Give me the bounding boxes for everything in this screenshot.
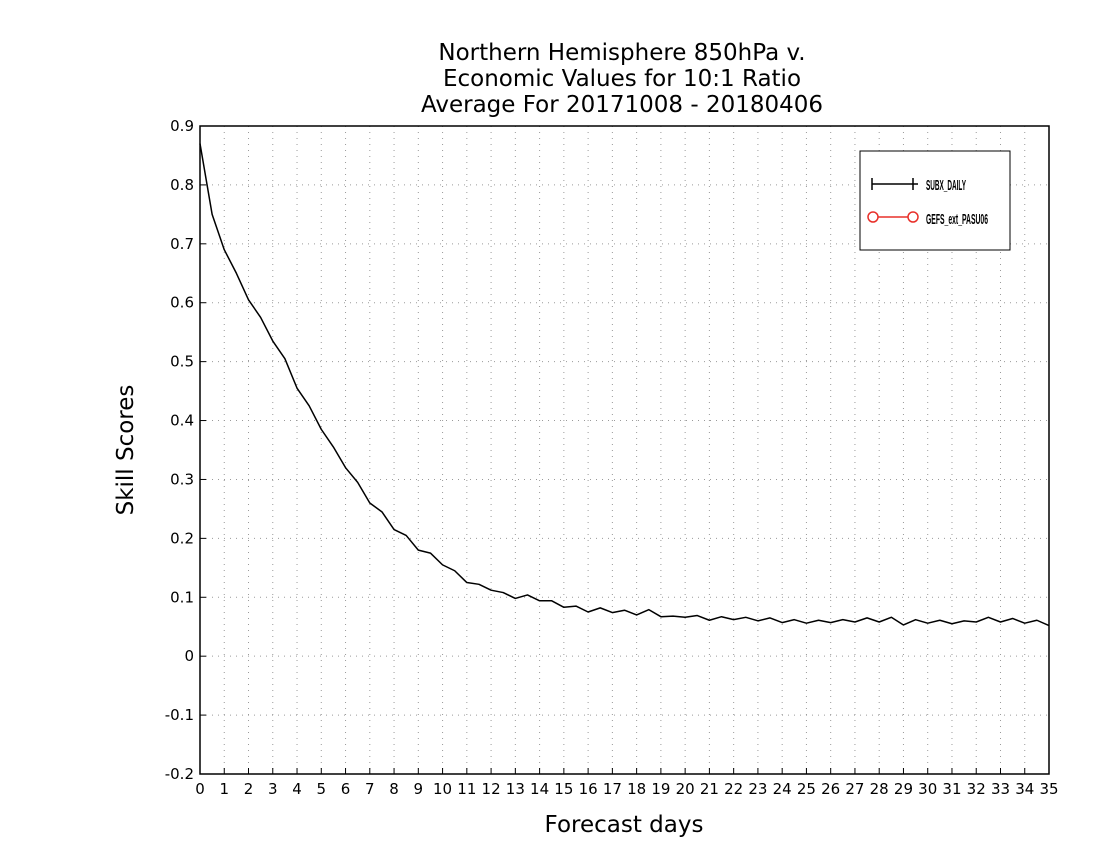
- legend-label-gefs: GEFS_ext_PASU06: [926, 211, 988, 228]
- y-tick-label: 0.7: [170, 235, 194, 253]
- legend-box: [859, 150, 1011, 251]
- x-tick-label: 32: [967, 780, 986, 798]
- x-tick-label: 5: [317, 780, 327, 798]
- x-tick-label: 34: [1015, 780, 1034, 798]
- x-tick-label: 2: [244, 780, 254, 798]
- x-tick-label: 18: [627, 780, 646, 798]
- x-tick-label: 10: [433, 780, 452, 798]
- y-tick-label: 0.3: [170, 470, 194, 488]
- legend: SUBX_DAILY GEFS_ext_PASU06: [859, 150, 1011, 251]
- x-tick-label: 27: [845, 780, 864, 798]
- x-tick-label: 8: [389, 780, 399, 798]
- y-tick-label: 0.9: [170, 117, 194, 135]
- x-tick-label: 17: [603, 780, 622, 798]
- legend-item-subx-daily: SUBX_DAILY: [871, 177, 966, 194]
- legend-item-gefs: GEFS_ext_PASU06: [867, 211, 988, 228]
- x-tick-label: 24: [773, 780, 792, 798]
- legend-marker-circle-right: [907, 211, 919, 223]
- x-tick-label: 16: [579, 780, 598, 798]
- x-tick-label: 19: [651, 780, 670, 798]
- y-tick-label: -0.1: [165, 706, 194, 724]
- series-line-subx-daily: [199, 143, 1050, 627]
- y-axis-label: Skill Scores: [113, 385, 139, 516]
- y-tick-label: 0.2: [170, 529, 194, 547]
- chart-title-line-1: Northern Hemisphere 850hPa v.: [438, 40, 805, 66]
- x-axis-label: Forecast days: [545, 812, 704, 838]
- legend-marker-circle-left: [867, 211, 879, 223]
- x-tick-label: 14: [530, 780, 549, 798]
- x-tick-label: 29: [894, 780, 913, 798]
- x-tick-label: 21: [700, 780, 719, 798]
- x-tick-label: 0: [195, 780, 205, 798]
- x-tick-label: 6: [341, 780, 351, 798]
- chart-title-line-2: Economic Values for 10:1 Ratio: [443, 66, 801, 92]
- x-tick-label: 28: [870, 780, 889, 798]
- x-tick-label: 22: [724, 780, 743, 798]
- x-tick-label: 23: [748, 780, 767, 798]
- chart-title: Northern Hemisphere 850hPa v. Economic V…: [421, 40, 823, 118]
- x-tick-label: 4: [292, 780, 302, 798]
- x-tick-label: 33: [991, 780, 1010, 798]
- legend-label-subx-daily: SUBX_DAILY: [926, 177, 966, 194]
- x-tick-label: 31: [942, 780, 961, 798]
- x-tick-label: 3: [268, 780, 278, 798]
- x-axis-ticks: 0 1 2 3 4 5 6 7 8 9 10 11 12 13 14 15 16 17 18 19 20 21 22 23 24…: [195, 768, 1059, 798]
- x-tick-label: 26: [821, 780, 840, 798]
- series-layer: [199, 143, 1050, 627]
- x-tick-label: 30: [918, 780, 937, 798]
- y-tick-label: -0.2: [165, 765, 194, 783]
- x-tick-label: 25: [797, 780, 816, 798]
- x-tick-label: 35: [1039, 780, 1058, 798]
- y-tick-label: 0.1: [170, 588, 194, 606]
- x-tick-label: 12: [482, 780, 501, 798]
- x-tick-label: 13: [506, 780, 525, 798]
- x-tick-label: 20: [676, 780, 695, 798]
- x-tick-label: 9: [414, 780, 424, 798]
- y-tick-label: 0.6: [170, 294, 194, 312]
- y-tick-label: 0.8: [170, 176, 194, 194]
- y-tick-label: 0.4: [170, 412, 194, 430]
- x-tick-label: 1: [219, 780, 229, 798]
- x-tick-label: 15: [554, 780, 573, 798]
- x-tick-label: 11: [457, 780, 476, 798]
- y-axis-ticks: -0.2 -0.1 0 0.1 0.2 0.3 0.4 0.5 0.6 0.7 0.8 0.9: [165, 117, 206, 783]
- chart-title-line-3: Average For 20171008 - 20180406: [421, 92, 823, 118]
- plot-frame: [199, 125, 1050, 775]
- y-tick-label: 0.5: [170, 353, 194, 371]
- x-tick-label: 7: [365, 780, 375, 798]
- grid: [200, 126, 1049, 774]
- y-tick-label: 0: [184, 647, 194, 665]
